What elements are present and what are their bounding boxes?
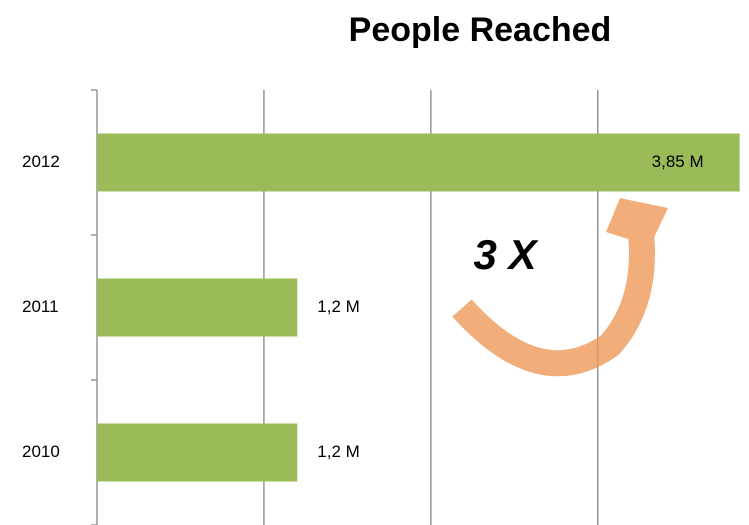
annotation: 3 X [473, 231, 539, 278]
annotation-arrow [452, 198, 668, 377]
y-tick-label: 2011 [22, 297, 59, 316]
value-label: 1,2 M [317, 442, 360, 461]
value-label: 3,85 M [652, 152, 704, 171]
bar [97, 278, 298, 337]
arrow-head [606, 198, 668, 246]
value-label: 1,2 M [317, 297, 360, 316]
plot-area: 2010 1,2 M 2011 1,2 M 2012 3,85 M [22, 89, 740, 525]
y-tick-label: 2010 [22, 442, 60, 461]
chart-title: People Reached [349, 11, 612, 49]
y-tick-label: 2012 [22, 152, 60, 171]
bar [97, 133, 740, 192]
arrow-body [452, 223, 655, 377]
bar [97, 423, 298, 482]
